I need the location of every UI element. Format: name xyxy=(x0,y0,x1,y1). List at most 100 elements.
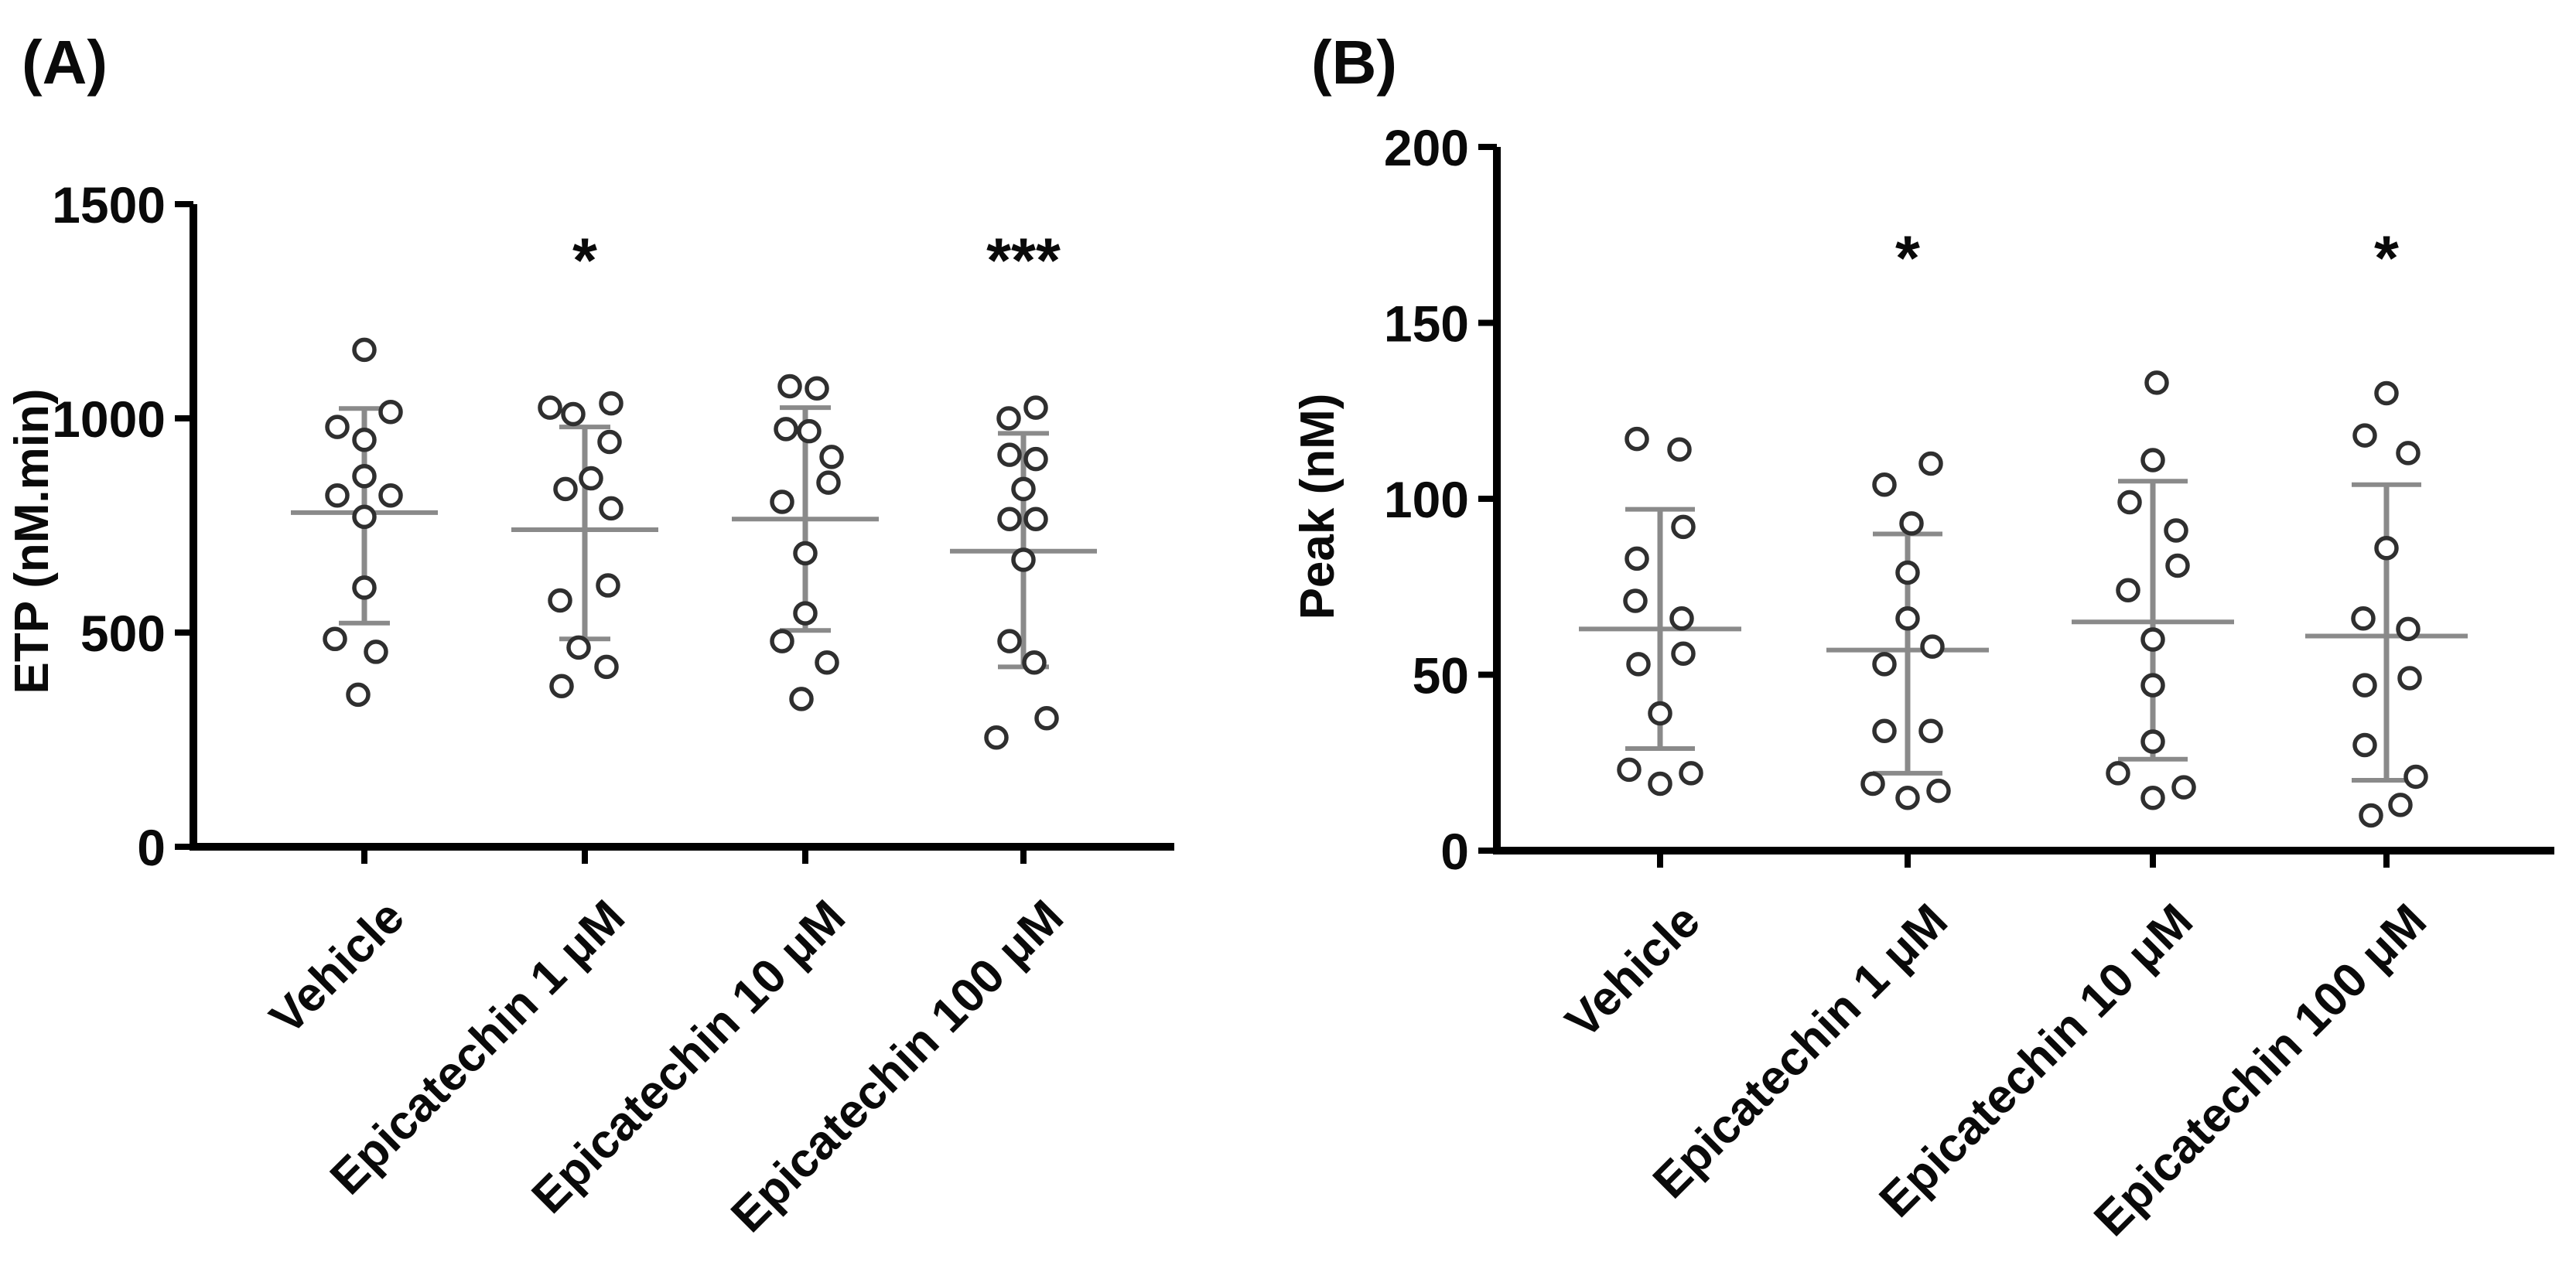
data-point-a-3-4 xyxy=(797,418,822,444)
group-b-4: Epicatechin 100 μM* xyxy=(2084,223,2468,1247)
data-point-b-2-5 xyxy=(1895,605,1920,631)
data-point-b-3-7 xyxy=(2140,627,2165,652)
data-point-b-2-8 xyxy=(1872,718,1897,744)
data-point-a-2-7 xyxy=(599,496,624,521)
y-tick-label-a-1500: 1500 xyxy=(52,176,166,234)
data-point-b-3-4 xyxy=(2164,518,2188,543)
data-point-b-1-5 xyxy=(1623,588,1648,613)
data-point-b-4-8 xyxy=(2352,673,2377,698)
data-point-b-3-3 xyxy=(2117,489,2142,515)
data-point-a-4-8 xyxy=(1011,547,1036,572)
data-point-a-3-11 xyxy=(815,650,839,675)
data-point-b-1-9 xyxy=(1648,701,1672,726)
panel-letter-b: (B) xyxy=(1311,28,1397,97)
data-point-b-4-6 xyxy=(2396,616,2421,642)
data-point-b-4-4 xyxy=(2374,535,2399,561)
y-tick-label-b-0: 0 xyxy=(1440,823,1469,880)
data-point-b-4-9 xyxy=(2352,732,2377,758)
data-point-b-1-10 xyxy=(1617,757,1642,783)
data-point-a-4-4 xyxy=(1023,446,1048,472)
y-tick-label-b-200: 200 xyxy=(1384,119,1469,176)
data-point-a-2-9 xyxy=(548,588,572,613)
data-point-a-4-6 xyxy=(997,507,1022,531)
data-point-a-2-5 xyxy=(579,466,603,491)
data-point-b-1-7 xyxy=(1671,641,1696,666)
x-category-label-a-1: Vehicle xyxy=(260,890,415,1045)
group-a-2: Epicatechin 1 μM* xyxy=(320,226,658,1205)
data-point-a-3-6 xyxy=(816,470,841,495)
data-point-b-3-11 xyxy=(2171,775,2196,800)
data-point-a-3-9 xyxy=(793,601,818,626)
data-point-b-1-8 xyxy=(1626,652,1651,677)
data-point-a-1-2 xyxy=(378,399,403,425)
data-point-a-4-12 xyxy=(984,725,1009,750)
data-point-a-2-1 xyxy=(599,391,624,416)
data-point-b-1-4 xyxy=(1625,546,1649,571)
y-tick-label-a-500: 500 xyxy=(80,605,166,662)
significance-star-b-2: * xyxy=(1895,223,1920,294)
data-point-a-3-7 xyxy=(770,489,794,514)
data-point-a-2-2 xyxy=(538,395,562,420)
data-point-a-1-10 xyxy=(323,626,347,652)
data-point-a-4-3 xyxy=(997,442,1022,467)
data-point-a-1-3 xyxy=(325,414,350,439)
data-point-a-4-1 xyxy=(1023,395,1048,420)
data-point-b-4-7 xyxy=(2397,666,2422,691)
group-b-2: Epicatechin 1 μM* xyxy=(1643,223,1989,1209)
data-point-b-4-5 xyxy=(2351,605,2376,631)
data-point-b-1-2 xyxy=(1667,437,1692,462)
significance-star-a-4: *** xyxy=(986,226,1061,296)
data-point-a-4-2 xyxy=(996,406,1021,431)
y-axis-label-b: Peak (nM) xyxy=(1291,394,1344,620)
y-axis-label-a: ETP (nM.min) xyxy=(5,389,59,694)
data-point-a-1-12 xyxy=(346,682,371,708)
data-point-a-1-11 xyxy=(364,640,388,664)
data-point-a-4-5 xyxy=(1011,476,1036,502)
data-point-b-3-12 xyxy=(2140,786,2165,810)
data-point-b-2-7 xyxy=(1872,652,1897,677)
data-point-b-2-9 xyxy=(1918,718,1943,744)
data-point-b-2-10 xyxy=(1860,771,1885,797)
panel-b: (B)Peak (nM)050100150200VehicleEpicatech… xyxy=(1291,28,2554,1247)
data-point-b-3-1 xyxy=(2144,370,2169,395)
data-point-a-1-9 xyxy=(352,575,377,600)
data-point-b-4-12 xyxy=(2359,803,2383,828)
group-b-3: Epicatechin 10 μM xyxy=(1870,370,2234,1227)
y-tick-label-b-150: 150 xyxy=(1384,295,1469,352)
data-point-a-1-5 xyxy=(352,464,377,489)
panel-letter-a: (A) xyxy=(22,28,108,97)
data-point-a-2-3 xyxy=(561,401,586,427)
data-point-b-3-9 xyxy=(2140,729,2165,754)
panel-a: (A)ETP (nM.min)050010001500VehicleEpicat… xyxy=(5,28,1174,1243)
data-point-b-1-11 xyxy=(1679,761,1703,786)
data-point-a-3-3 xyxy=(774,417,798,442)
data-point-a-1-6 xyxy=(325,483,350,508)
data-point-a-3-5 xyxy=(819,445,844,469)
data-point-b-4-3 xyxy=(2396,441,2421,466)
data-point-a-1-7 xyxy=(378,483,403,508)
data-point-b-2-1 xyxy=(1918,451,1943,476)
x-category-label-b-1: Vehicle xyxy=(1556,894,1710,1049)
y-tick-label-a-0: 0 xyxy=(137,819,166,876)
significance-star-a-2: * xyxy=(572,226,597,296)
data-point-b-1-12 xyxy=(1648,771,1672,797)
data-point-a-3-1 xyxy=(777,374,802,399)
data-point-b-3-8 xyxy=(2140,673,2165,698)
data-point-b-3-2 xyxy=(2140,448,2165,472)
data-point-b-2-6 xyxy=(1920,634,1945,659)
data-point-a-4-9 xyxy=(997,629,1022,653)
data-point-b-3-5 xyxy=(2165,553,2190,578)
data-point-a-4-11 xyxy=(1034,706,1059,731)
data-point-a-3-12 xyxy=(789,687,814,711)
data-point-a-3-2 xyxy=(805,376,829,401)
data-point-a-2-10 xyxy=(566,635,591,660)
data-point-a-2-8 xyxy=(596,573,620,598)
data-point-a-1-4 xyxy=(352,427,377,452)
group-a-4: Epicatechin 100 μM*** xyxy=(721,226,1097,1243)
group-a-3: Epicatechin 10 μM xyxy=(522,374,879,1223)
y-tick-label-a-1000: 1000 xyxy=(52,391,166,448)
data-point-b-2-2 xyxy=(1872,472,1897,497)
data-point-a-1-1 xyxy=(352,337,377,363)
